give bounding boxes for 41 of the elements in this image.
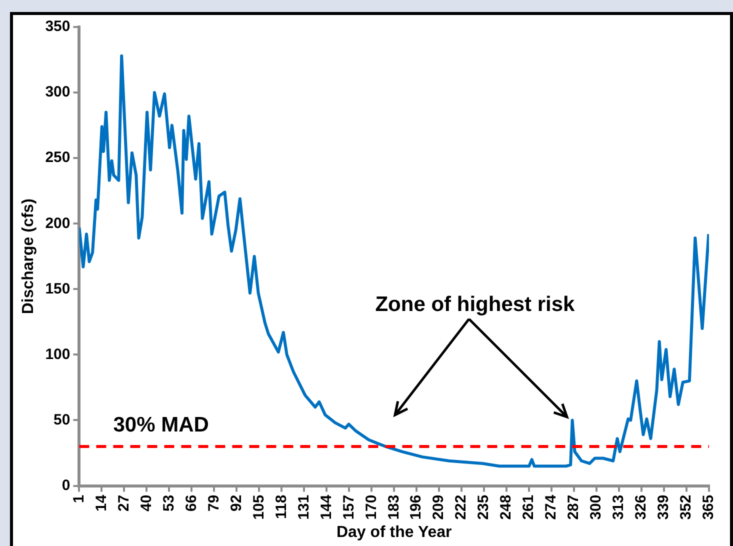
x-tick-label: 170 xyxy=(362,494,380,520)
x-tick-label: 235 xyxy=(475,494,492,520)
ref-line-label: 30% MAD xyxy=(113,414,209,437)
x-tick-label: 326 xyxy=(632,494,650,520)
x-tick-label: 183 xyxy=(385,494,402,520)
x-tick-label: 92 xyxy=(228,494,245,512)
x-tick-label: 157 xyxy=(340,494,358,520)
x-tick-label: 248 xyxy=(498,494,515,520)
y-tick-label: 300 xyxy=(45,84,70,101)
y-axis-title: Discharge (cfs) xyxy=(20,198,38,314)
x-tick-label: 144 xyxy=(318,494,335,520)
y-tick-label: 250 xyxy=(45,149,70,166)
x-tick-label: 131 xyxy=(295,494,312,520)
x-tick-label: 365 xyxy=(700,494,718,520)
x-tick-label: 66 xyxy=(182,494,200,512)
x-tick-label: 1 xyxy=(70,494,88,504)
x-tick-label: 209 xyxy=(430,494,448,520)
x-tick-label: 118 xyxy=(272,494,290,519)
x-tick-label: 261 xyxy=(520,494,538,520)
x-tick-label: 105 xyxy=(250,494,268,520)
x-tick-label: 196 xyxy=(408,494,425,520)
y-tick-label: 200 xyxy=(45,214,70,232)
x-axis-title: Day of the Year xyxy=(336,524,452,541)
x-tick-label: 222 xyxy=(452,494,470,520)
x-tick-label: 14 xyxy=(92,494,110,512)
y-tick-label: 50 xyxy=(54,411,70,428)
x-tick-label: 300 xyxy=(588,494,605,520)
x-tick-label: 27 xyxy=(115,494,132,512)
x-tick-label: 313 xyxy=(610,494,628,520)
x-tick-label: 287 xyxy=(565,494,582,520)
x-tick-label: 339 xyxy=(655,494,672,520)
x-tick-label: 352 xyxy=(678,494,695,520)
y-tick-label: 350 xyxy=(45,18,70,36)
x-tick-label: 274 xyxy=(542,494,560,520)
annotation: Zone of highest risk xyxy=(375,293,575,318)
y-tick-label: 0 xyxy=(62,476,70,494)
y-tick-label: 100 xyxy=(45,346,70,363)
x-tick-label: 79 xyxy=(205,494,222,512)
x-tick-label: 53 xyxy=(160,494,178,512)
y-tick-label: 150 xyxy=(45,280,70,298)
x-tick-label: 40 xyxy=(138,494,155,512)
